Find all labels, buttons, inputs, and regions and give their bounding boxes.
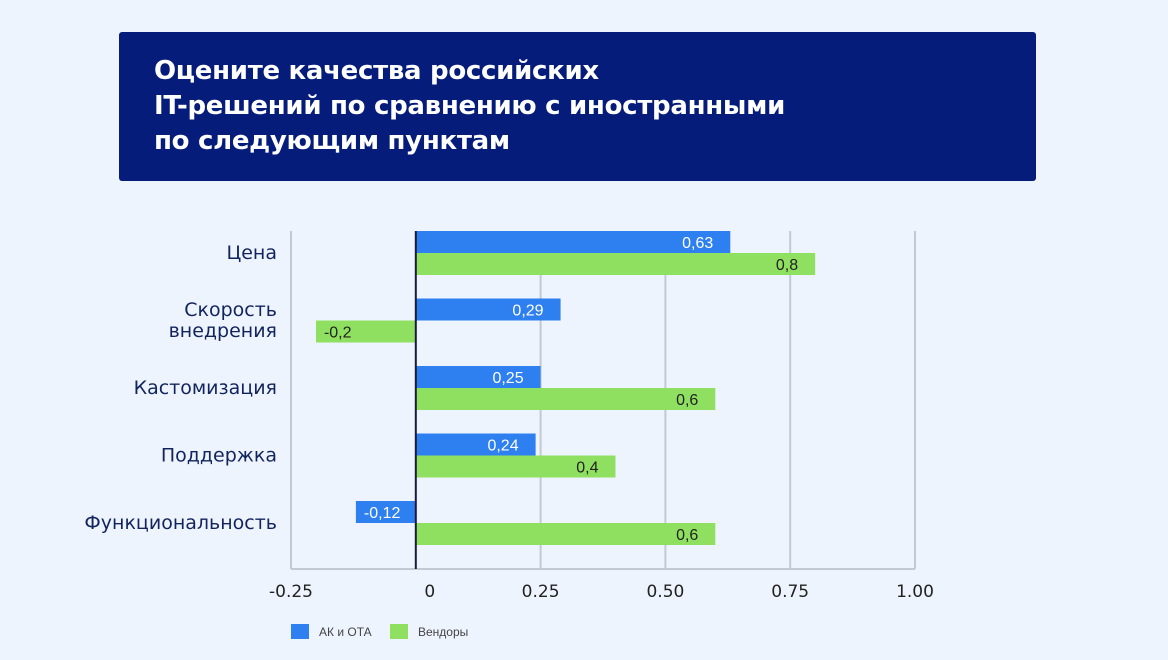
bar-1-5 (355, 501, 416, 523)
category-label-2-line-2: внедрения (169, 320, 277, 342)
data-label-1-4: 0,24 (487, 438, 518, 455)
data-label-2-2: -0,2 (324, 325, 352, 342)
bar-1-1 (415, 231, 731, 253)
data-label-1-2: 0,29 (512, 303, 543, 320)
legend-item-series-1: АК и ОТА (291, 624, 372, 639)
data-label-1-1: 0,63 (682, 235, 713, 252)
title-banner: Оцените качества российских IT-решений п… (119, 32, 1036, 181)
category-label-2-line-1: Скорость (184, 299, 277, 321)
x-tick-label-3: 0.50 (646, 582, 684, 602)
bar-2-1 (415, 253, 816, 275)
bar-2-5 (415, 523, 716, 545)
title-line-2: IT-решений по сравнению с иностранными (154, 91, 785, 121)
legend-swatch-series-2 (390, 624, 408, 639)
bar-2-4 (415, 455, 616, 478)
x-tick-label-2: 0.25 (522, 582, 560, 602)
data-label-1-3: 0,25 (492, 370, 523, 387)
x-tick-label-4: 0.75 (771, 582, 809, 602)
legend-label-series-1: АК и ОТА (319, 624, 372, 639)
category-label-1: Цена (226, 242, 277, 264)
category-label-5: Функциональность (84, 512, 277, 534)
bar-2-2 (315, 320, 416, 343)
bar-2-3 (415, 388, 716, 410)
title-line-1: Оцените качества российских (154, 56, 599, 86)
x-tick-label-0: -0.25 (269, 582, 313, 602)
bar-1-4 (415, 433, 536, 456)
data-label-2-1: 0,8 (776, 257, 798, 274)
category-label-4: Поддержка (161, 445, 277, 467)
legend-swatch-series-1 (291, 624, 309, 639)
data-label-2-3: 0,6 (676, 392, 698, 409)
data-label-2-4: 0,4 (576, 460, 598, 477)
data-label-2-5: 0,6 (676, 527, 698, 544)
legend-item-series-2: Вендоры (390, 624, 468, 639)
bar-1-3 (415, 366, 541, 388)
bar-1-2 (415, 298, 561, 321)
legend-label-series-2: Вендоры (418, 624, 469, 639)
x-tick-label-5: 1.00 (896, 582, 934, 602)
data-label-1-5: -0,12 (364, 505, 401, 522)
title-line-3: по следующим пунктам (154, 126, 510, 156)
x-tick-label-1: 0 (424, 582, 435, 602)
category-label-3: Кастомизация (134, 377, 277, 399)
